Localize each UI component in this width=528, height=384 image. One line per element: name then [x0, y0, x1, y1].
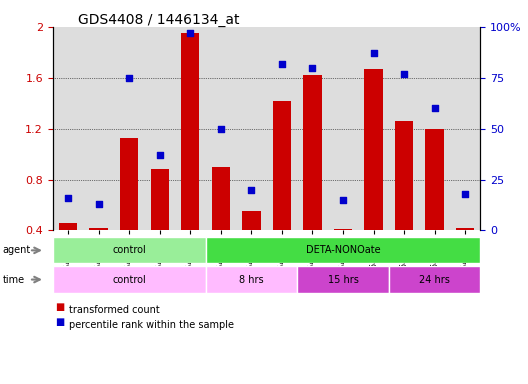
Text: 24 hrs: 24 hrs — [419, 275, 450, 285]
Bar — [212, 167, 230, 230]
Bar — [267, 27, 297, 230]
Bar — [53, 266, 205, 293]
Bar — [297, 27, 328, 230]
Point — [278, 60, 286, 66]
Bar — [334, 229, 352, 230]
Bar — [395, 121, 413, 230]
Bar — [456, 228, 474, 230]
Bar — [426, 129, 444, 230]
Bar — [205, 266, 297, 293]
Bar — [359, 27, 389, 230]
Bar — [59, 223, 77, 230]
Point — [64, 195, 72, 201]
Bar — [205, 237, 480, 263]
Text: 8 hrs: 8 hrs — [239, 275, 263, 285]
Point — [186, 30, 194, 36]
Bar — [364, 69, 383, 230]
Text: GDS4408 / 1446134_at: GDS4408 / 1446134_at — [78, 13, 239, 27]
Text: time: time — [3, 275, 25, 285]
Bar — [120, 137, 138, 230]
Point — [156, 152, 164, 158]
Bar — [236, 27, 267, 230]
Point — [370, 50, 378, 56]
Point — [339, 197, 347, 203]
Bar — [89, 228, 108, 230]
Bar — [53, 237, 205, 263]
Text: control: control — [112, 275, 146, 285]
Bar — [205, 27, 236, 230]
Bar — [389, 266, 480, 293]
Point — [308, 65, 317, 71]
Bar — [450, 27, 480, 230]
Bar — [297, 266, 389, 293]
Text: ■: ■ — [55, 302, 65, 312]
Point — [461, 191, 469, 197]
Bar — [242, 211, 260, 230]
Point — [430, 105, 439, 111]
Bar — [419, 27, 450, 230]
Bar — [83, 27, 114, 230]
Point — [125, 74, 134, 81]
Bar — [150, 169, 169, 230]
Bar — [328, 27, 359, 230]
Bar — [303, 75, 322, 230]
Text: percentile rank within the sample: percentile rank within the sample — [69, 320, 233, 330]
Bar — [114, 27, 145, 230]
Bar — [53, 27, 83, 230]
Text: 15 hrs: 15 hrs — [327, 275, 359, 285]
Point — [247, 187, 256, 193]
Point — [95, 201, 103, 207]
Text: ■: ■ — [55, 317, 65, 327]
Text: DETA-NONOate: DETA-NONOate — [306, 245, 380, 255]
Point — [216, 126, 225, 132]
Bar — [389, 27, 419, 230]
Point — [400, 71, 408, 77]
Bar — [145, 27, 175, 230]
Text: agent: agent — [3, 245, 31, 255]
Bar — [273, 101, 291, 230]
Bar — [181, 33, 200, 230]
Text: control: control — [112, 245, 146, 255]
Bar — [175, 27, 205, 230]
Text: transformed count: transformed count — [69, 305, 159, 315]
